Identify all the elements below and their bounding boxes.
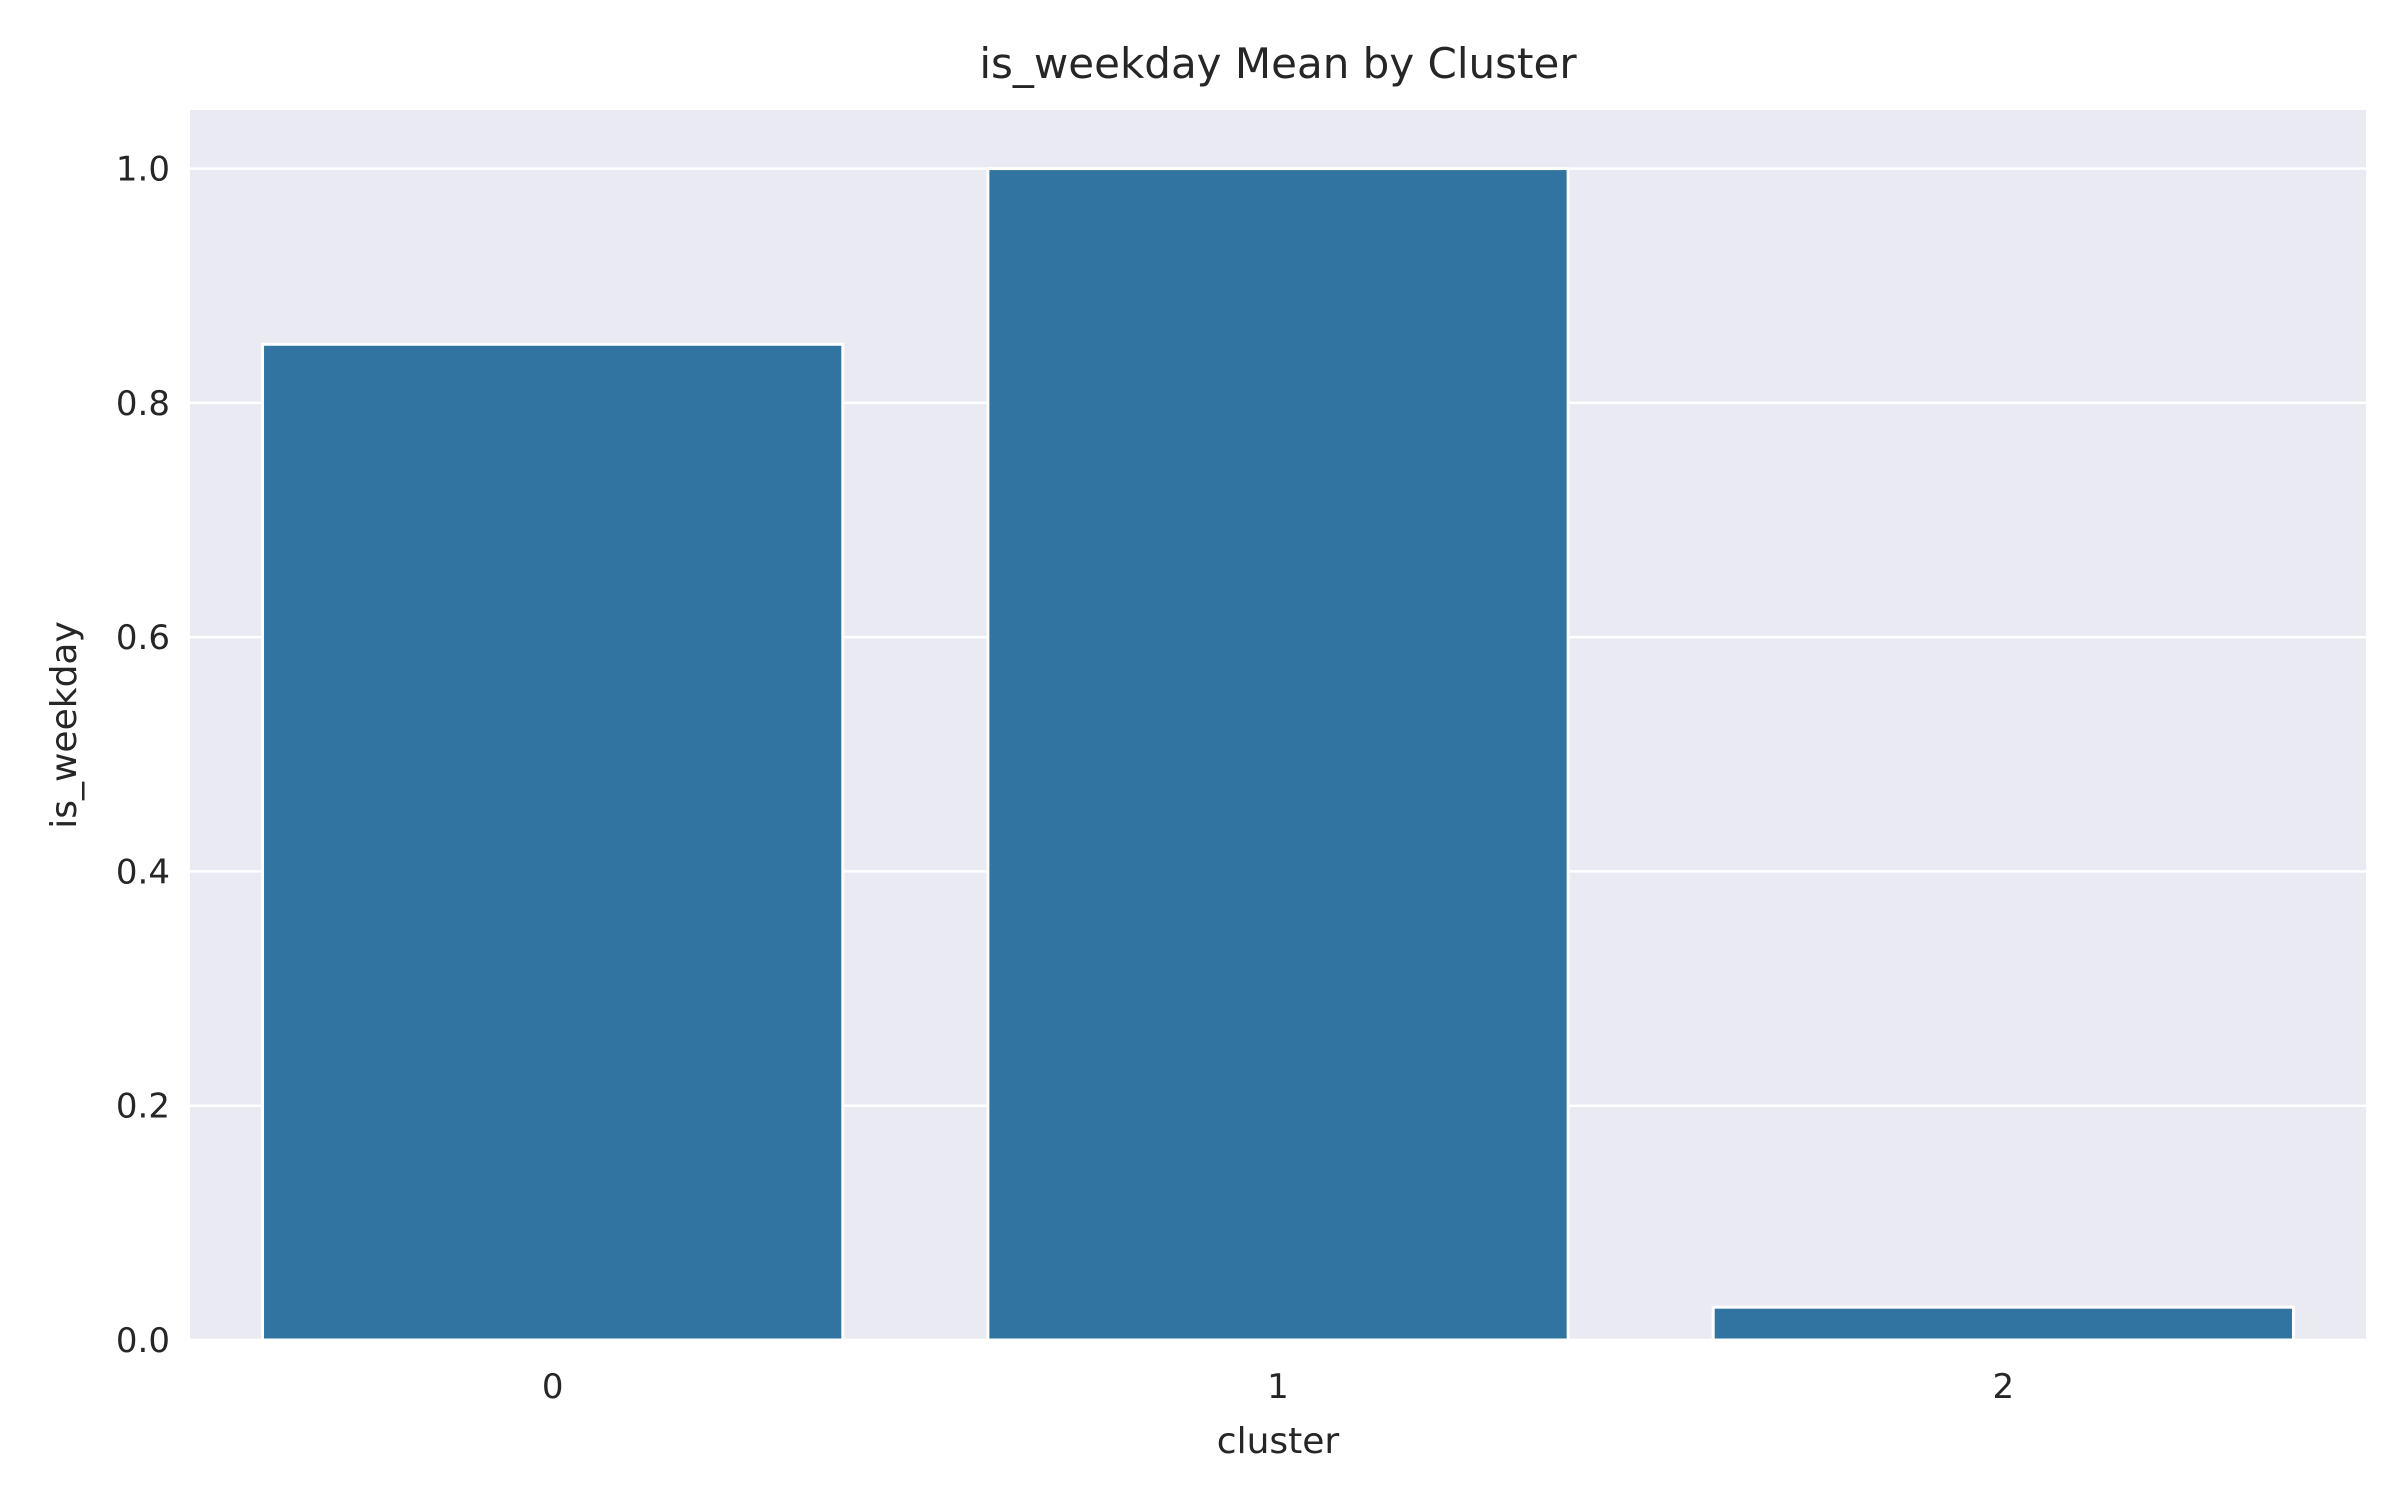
y-tick-labels: 0.0 0.2 0.4 0.6 0.8 1.0 xyxy=(116,150,170,1361)
bars xyxy=(261,167,2295,1342)
y-tick-label: 0.2 xyxy=(116,1087,170,1127)
bar-cluster-2 xyxy=(1711,1305,2295,1342)
x-tick-label: 2 xyxy=(1993,1367,2015,1407)
bar-cluster-1 xyxy=(986,167,1570,1342)
y-tick-label: 0.0 xyxy=(116,1321,170,1361)
bar-cluster-0 xyxy=(261,342,845,1342)
y-tick-label: 1.0 xyxy=(116,150,170,190)
y-tick-label: 0.4 xyxy=(116,852,170,892)
y-axis-label: is_weekday xyxy=(44,621,85,829)
y-tick-label: 0.6 xyxy=(116,618,170,658)
x-tick-label: 0 xyxy=(542,1367,564,1407)
x-tick-label: 1 xyxy=(1267,1367,1289,1407)
y-tick-label: 0.8 xyxy=(116,384,170,424)
x-axis-label: cluster xyxy=(1217,1421,1340,1462)
x-tick-labels: 0 1 2 xyxy=(542,1367,2014,1407)
chart-title: is_weekday Mean by Cluster xyxy=(979,39,1577,88)
